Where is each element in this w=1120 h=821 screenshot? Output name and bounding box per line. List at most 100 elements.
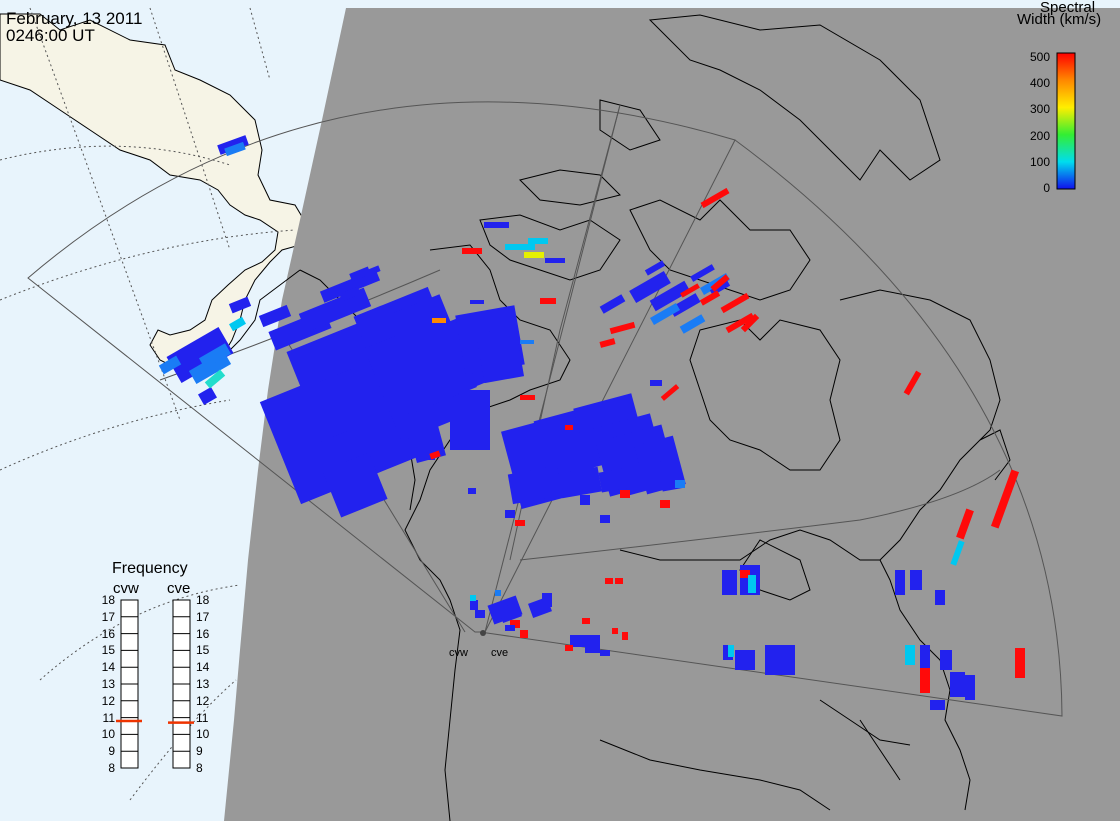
scatter-cell xyxy=(520,395,535,400)
date-label: February, 13 2011 xyxy=(6,9,143,28)
frequency-tick-label: 12 xyxy=(101,693,115,708)
scatter-cell xyxy=(420,450,435,460)
scatter-cell xyxy=(404,406,446,464)
frequency-tick-label: 17 xyxy=(101,609,115,624)
frequency-tick-label: 9 xyxy=(108,744,115,759)
colorbar-tick-label: 300 xyxy=(1029,102,1050,117)
scatter-cell xyxy=(524,252,544,258)
scatter-cell xyxy=(229,316,246,332)
freq-grid xyxy=(121,616,190,752)
scatter-cell xyxy=(990,469,1020,529)
frequency-tick-label: 13 xyxy=(101,677,115,691)
scatter-cell xyxy=(956,508,974,540)
scatter-cell xyxy=(515,520,525,526)
scatter-cell xyxy=(339,286,361,302)
frequency-tick-label: 15 xyxy=(101,643,115,658)
scatter-cell xyxy=(582,618,590,624)
frequency-tick-label: 8 xyxy=(196,761,203,775)
frequency-tick-label: 10 xyxy=(101,727,115,742)
scatter-cell xyxy=(599,294,626,314)
colorbar-title-line2: Width (km/s) xyxy=(1017,11,1102,28)
scatter-cell xyxy=(609,321,636,335)
scatter-cell xyxy=(935,590,945,605)
radar-site-marker xyxy=(480,630,486,636)
scatter-cell xyxy=(505,625,515,631)
scatter-cell xyxy=(1015,648,1025,678)
scatter-cell xyxy=(429,450,441,460)
radar-b-name: cve xyxy=(167,580,191,597)
colorbar-tick-label: 500 xyxy=(1029,50,1050,64)
scatter-cell xyxy=(505,510,515,518)
scatter-cell xyxy=(470,300,484,304)
scatter-cell xyxy=(475,326,525,384)
scatter-cell xyxy=(765,645,795,675)
scatter-cell xyxy=(542,593,552,607)
site-label-cvw: cvw xyxy=(449,647,468,659)
night-region xyxy=(224,8,1120,821)
colorbar-tick-label: 100 xyxy=(1029,154,1050,169)
scatter-cell xyxy=(629,270,671,304)
scatter-cell xyxy=(258,304,292,328)
scatter-cell xyxy=(740,570,750,578)
scatter-cell xyxy=(644,260,666,276)
scatter-cell xyxy=(520,630,528,638)
scatter-cell xyxy=(649,280,691,312)
frequency-tick-label: 8 xyxy=(108,761,115,775)
scatter-cell xyxy=(720,292,750,314)
scatter-cell xyxy=(528,238,548,244)
scatter-cell xyxy=(735,650,755,670)
scatter-cell xyxy=(950,540,965,566)
colorbar-tick-label: 200 xyxy=(1029,128,1050,143)
frequency-tick-label: 16 xyxy=(101,626,115,641)
scatter-cell xyxy=(699,290,721,306)
scatter-cell xyxy=(950,672,965,697)
scatter-cell xyxy=(460,390,490,410)
scatter-cell xyxy=(360,480,380,492)
scatter-cell xyxy=(600,515,610,523)
scatter-cell xyxy=(679,314,706,334)
scatter-cell xyxy=(298,287,372,333)
scatter-cell xyxy=(570,635,600,647)
scatter-cell xyxy=(319,269,381,303)
scatter-cell xyxy=(198,387,217,405)
scatter-cell xyxy=(484,222,509,228)
scatter-cell xyxy=(199,343,231,369)
colorbar-tick-label: 0 xyxy=(1043,181,1050,195)
scatter-cell xyxy=(620,490,630,498)
scatter-cell xyxy=(540,298,556,304)
scatter-cell xyxy=(722,570,737,595)
frequency-tick-label: 11 xyxy=(196,710,209,725)
colorbar xyxy=(1056,52,1076,190)
scatter-cell xyxy=(580,495,590,505)
scatter-cell xyxy=(615,578,623,584)
scatter-cell xyxy=(498,602,522,623)
scatter-cell xyxy=(158,355,182,375)
scatter-cell xyxy=(599,338,616,348)
scatter-cell xyxy=(470,595,476,601)
radar-scatter-cells xyxy=(158,135,1025,710)
frequency-tick-label: 14 xyxy=(101,660,115,675)
scatter-cell xyxy=(650,380,662,386)
scatter-cell xyxy=(565,645,573,651)
frequency-tick-label: 9 xyxy=(196,744,203,759)
scatter-cell xyxy=(428,315,492,395)
scatter-cell xyxy=(495,590,501,596)
scatter-cell xyxy=(322,452,388,518)
scatter-cell xyxy=(612,628,618,634)
frequency-tick-label: 12 xyxy=(196,693,210,708)
grid-lines xyxy=(0,7,296,801)
scatter-cell xyxy=(920,668,930,693)
scatter-cell xyxy=(475,610,485,618)
scatter-cell xyxy=(510,620,520,628)
radar-a-name: cvw xyxy=(113,580,139,597)
scatter-cell xyxy=(605,578,613,584)
scatter-cell xyxy=(690,264,715,282)
scatter-cell xyxy=(728,645,734,657)
frequency-panel xyxy=(116,599,194,769)
frequency-tick-label: 17 xyxy=(196,609,210,624)
scatter-cell xyxy=(468,488,476,494)
scatter-cell xyxy=(650,303,680,325)
frequency-tick-label: 14 xyxy=(196,660,210,675)
frequency-tick-label: 16 xyxy=(196,626,210,641)
